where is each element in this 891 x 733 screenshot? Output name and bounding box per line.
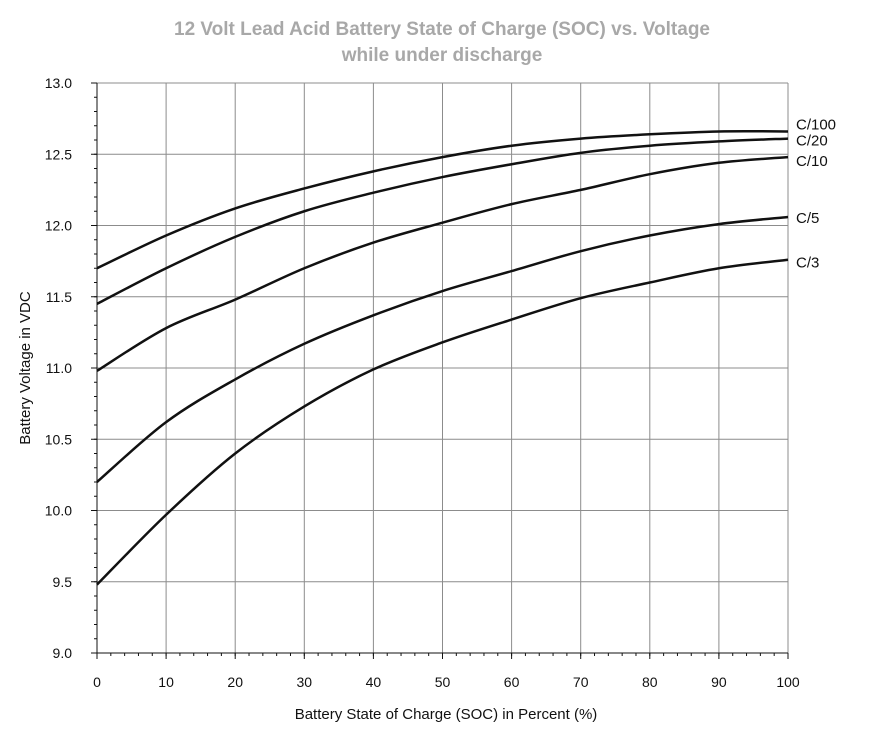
y-axis-label: Battery Voltage in VDC [17,291,34,445]
y-tick-label: 10.0 [45,503,72,519]
y-tick-label: 9.5 [53,574,73,590]
series-line-c-5 [96,215,789,483]
axes [91,82,789,659]
y-tick-label: 11.0 [46,360,72,376]
tick-labels: 0 10 20 30 40 50 60 70 80 90 100 9.0 9.5 10.0 10.5 11.0… [45,75,800,690]
series-label-c-10: C/10 [796,153,828,170]
y-tick-label: 12.5 [45,146,72,162]
y-tick-label: 9.0 [53,645,73,661]
series-line-c-100 [96,129,789,270]
chart-title-block: 12 Volt Lead Acid Battery State of Charg… [0,17,884,69]
x-tick-label: 50 [435,674,451,690]
series-label-c-20: C/20 [796,133,828,150]
x-tick-label: 90 [711,674,727,690]
series-line-c-20 [96,137,789,305]
x-tick-label: 20 [227,674,243,690]
grid-lines [97,82,789,653]
y-tick-label: 11.5 [46,289,72,305]
x-tick-label: 60 [504,674,520,690]
x-tick-label: 30 [297,674,313,690]
chart-title: 12 Volt Lead Acid Battery State of Charg… [174,19,710,40]
series-label-c-3: C/3 [796,255,819,272]
x-tick-label: 0 [93,674,101,690]
series-label-c-100: C/100 [796,116,836,133]
x-axis-label: Battery State of Charge (SOC) in Percent… [295,706,598,723]
y-tick-label: 12.0 [45,218,72,234]
series-label-c-5: C/5 [796,210,819,227]
x-tick-label: 80 [642,674,658,690]
x-tick-label: 10 [158,674,174,690]
x-tick-label: 100 [776,674,800,690]
y-tick-label: 13.0 [45,75,72,91]
x-tick-label: 70 [573,674,589,690]
x-tick-label: 40 [366,674,382,690]
series-line-c-3 [96,258,789,586]
y-tick-label: 10.5 [45,431,72,447]
chart-subtitle: while under discharge [341,45,543,66]
series-lines [96,129,789,586]
series-line-c-10 [96,155,789,372]
